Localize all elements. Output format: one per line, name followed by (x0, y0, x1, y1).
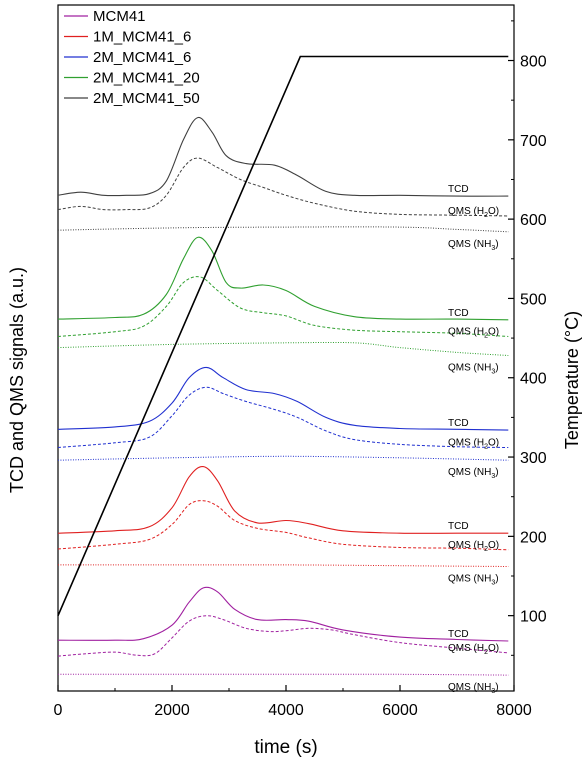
legend-label: 2M_MCM41_6 (93, 49, 191, 66)
label-layer: TCD QMS (H2O) QMS (NH3) TCD QMS (H2O) QMS (NH… (448, 184, 499, 695)
series-1m-mcm41-6-qms-nh3 (58, 564, 509, 567)
axes-layer: 0 2000 4000 6000 8000 100 200 300 400 500 600 700 80… (54, 20, 547, 719)
annotation-qms-h2o: QMS (H2O) (448, 327, 499, 340)
annotation-qms-h2o: QMS (H2O) (448, 643, 499, 656)
annotation-qms-h2o: QMS (H2O) (448, 438, 499, 451)
x-tick-label: 2000 (154, 702, 190, 719)
annotation-tcd: TCD (448, 308, 469, 319)
series-1m-mcm41-6-tcd (57, 466, 509, 534)
x-tick-label: 4000 (268, 702, 304, 719)
y2-tick-label: 200 (520, 529, 547, 546)
annotation-qms-nh3: QMS (NH3) (448, 573, 499, 586)
annotation-tcd: TCD (448, 629, 469, 640)
x-axis-label: time (s) (254, 737, 317, 758)
series-layer (57, 55, 509, 676)
series-mcm41-qms-nh3 (57, 673, 509, 676)
plot-frame (57, 4, 515, 692)
series-2m-mcm41-50-tcd (57, 117, 509, 197)
annotation-qms-nh3: QMS (NH3) (448, 363, 499, 376)
y2-tick-label: 600 (520, 212, 547, 229)
annotation-tcd: TCD (448, 521, 469, 532)
series-2m-mcm41-6-qms-h2o (57, 386, 509, 448)
annotation-qms-nh3: QMS (NH3) (448, 467, 499, 480)
series-2m-mcm41-50-qms-nh3 (57, 226, 509, 233)
x-tick-label: 0 (54, 702, 63, 719)
series-2m-mcm41-20-tcd (57, 236, 509, 321)
series-2m-mcm41-20-qms-h2o (57, 276, 509, 337)
legend: MCM41 1M_MCM41_6 2M_MCM41_6 2M_MCM41_20 2M_M… (64, 8, 200, 107)
series-mcm41-tcd (57, 586, 509, 642)
y2-tick-label: 800 (520, 54, 547, 71)
y2-tick-label: 400 (520, 371, 547, 388)
legend-label: 1M_MCM41_6 (93, 29, 191, 46)
y2-tick-label: 700 (520, 133, 547, 150)
series-2m-mcm41-6-tcd (57, 366, 509, 431)
annotation-qms-nh3: QMS (NH3) (448, 682, 499, 695)
series-2m-mcm41-20-qms-nh3 (57, 341, 509, 356)
series-1m-mcm41-6-qms-h2o (57, 500, 509, 551)
y2-tick-label: 100 (520, 609, 547, 626)
series-2m-mcm41-50-qms-h2o (57, 157, 509, 217)
series-mcm41-qms-h2o (57, 615, 509, 657)
legend-label: 2M_MCM41_20 (93, 70, 200, 87)
y2-tick-label: 500 (520, 291, 547, 308)
annotation-qms-h2o: QMS (H2O) (448, 206, 499, 219)
annotation-qms-nh3: QMS (NH3) (448, 239, 499, 252)
legend-label: 2M_MCM41_50 (93, 90, 200, 107)
y-axis-label-right: Temperature (°C) (562, 311, 582, 449)
annotation-tcd: TCD (448, 418, 469, 429)
legend-label: MCM41 (93, 8, 146, 25)
x-tick-label: 8000 (496, 702, 532, 719)
annotation-qms-h2o: QMS (H2O) (448, 540, 499, 553)
y2-tick-label: 300 (520, 450, 547, 467)
x-tick-label: 6000 (382, 702, 418, 719)
series-2m-mcm41-6-qms-nh3 (57, 455, 509, 461)
annotation-tcd: TCD (448, 184, 469, 195)
y-axis-label-left: TCD and QMS signals (a.u.) (7, 267, 27, 493)
series-temperature (57, 55, 509, 617)
